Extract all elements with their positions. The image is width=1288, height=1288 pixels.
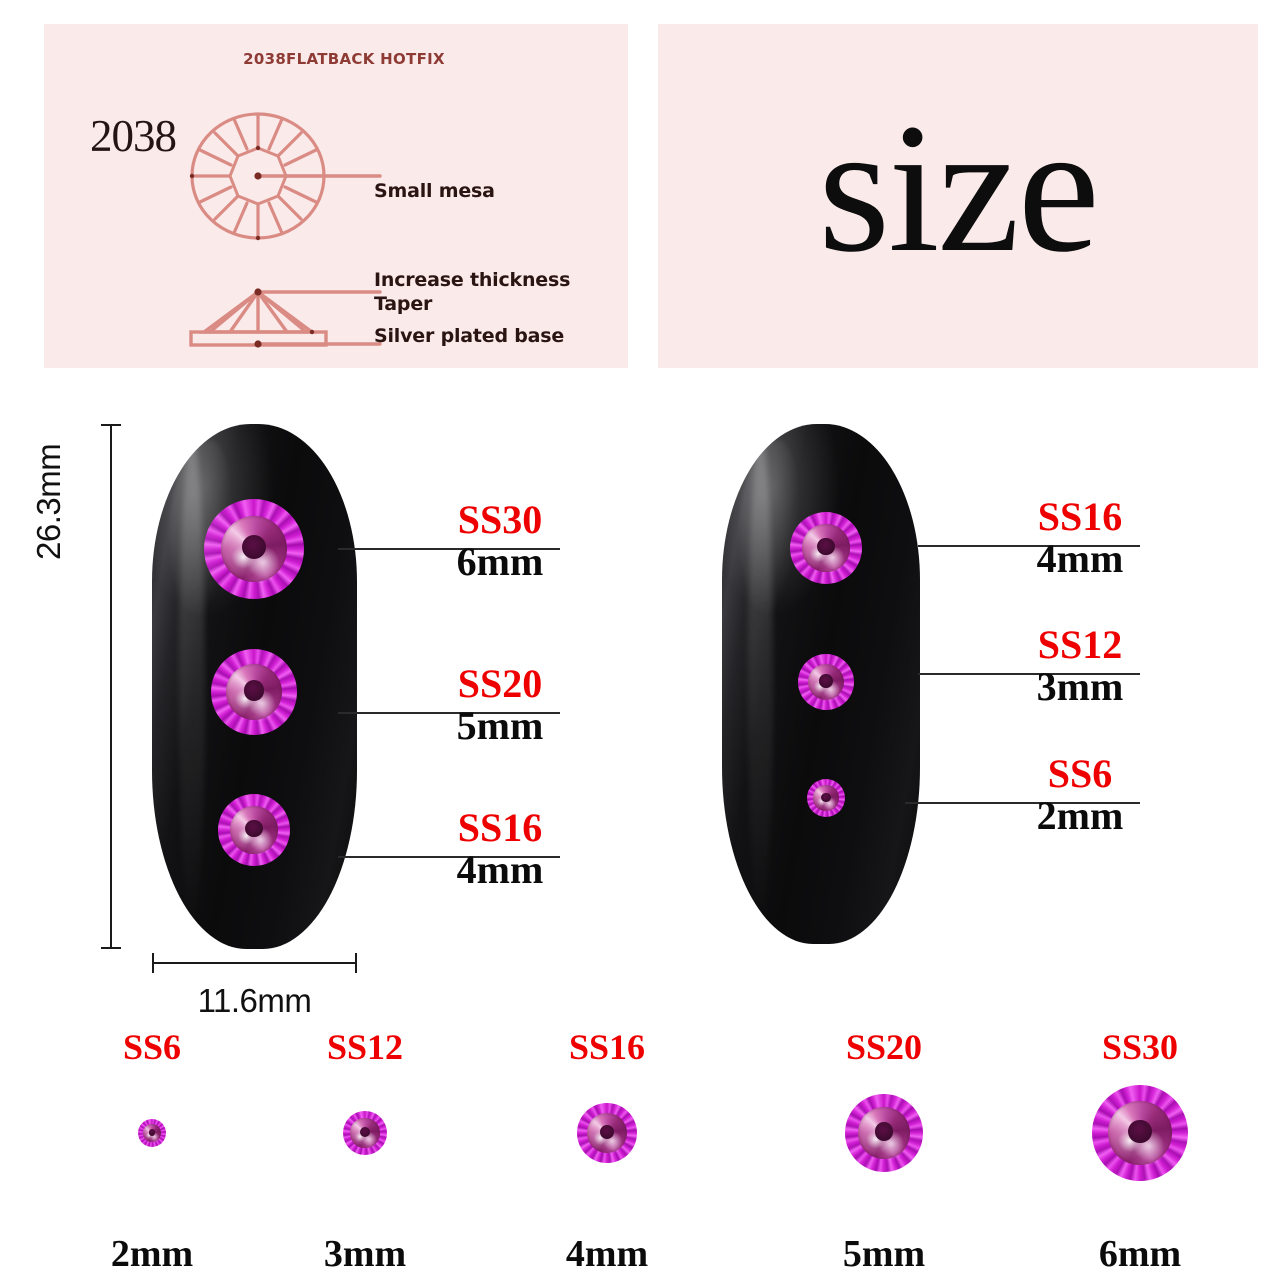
size-heading-text: size bbox=[818, 85, 1100, 291]
callout-ss-label: SS6 bbox=[1047, 751, 1113, 796]
callout-leader-line bbox=[338, 712, 560, 714]
gem-core bbox=[359, 1126, 371, 1138]
gem-core bbox=[1128, 1119, 1152, 1143]
annotation-taper: Taper bbox=[374, 293, 433, 315]
gem-core bbox=[821, 792, 831, 802]
swatch-mm-label: 6mm bbox=[1098, 1233, 1182, 1275]
callout-leader-line bbox=[918, 673, 1140, 675]
gem-core bbox=[874, 1122, 894, 1141]
gem-on-nail-ss30 bbox=[204, 499, 304, 599]
swatch-mm-label: 5mm bbox=[842, 1233, 926, 1275]
callout-mm-label: 4mm bbox=[1036, 535, 1124, 581]
swatch-gem bbox=[343, 1111, 387, 1155]
callout-mm-label: 3mm bbox=[1036, 663, 1124, 709]
swatch-gem-wrap bbox=[517, 1078, 697, 1188]
swatch-ss-label: SS12 bbox=[326, 1027, 404, 1067]
gem-core bbox=[245, 819, 263, 838]
nail-swatch-right bbox=[722, 424, 920, 944]
swatch-gem-wrap bbox=[275, 1078, 455, 1188]
product-code-2038: 2038 bbox=[90, 111, 177, 161]
callout-ss-label: SS12 bbox=[1037, 622, 1123, 667]
height-dimension-cap-bottom bbox=[101, 947, 121, 949]
gem-core bbox=[817, 537, 835, 556]
callout-leader-line bbox=[338, 856, 560, 858]
flatback-diagram-panel: 2038FLATBACK HOTFIX 2038 bbox=[44, 24, 628, 368]
flatback-schematic bbox=[189, 112, 382, 348]
gem-on-nail-ss16 bbox=[218, 794, 290, 866]
callout-leader-line bbox=[918, 545, 1140, 547]
callout-ss-label: SS16 bbox=[457, 805, 543, 850]
swatch-mm-label: 3mm bbox=[323, 1233, 407, 1275]
size-swatch-ss16: SS16 4mm bbox=[517, 1026, 697, 1276]
callout-mm-label: 5mm bbox=[456, 702, 544, 748]
size-heading-panel: size bbox=[658, 24, 1258, 368]
swatch-gem-wrap bbox=[62, 1078, 242, 1188]
height-dimension-line bbox=[110, 424, 112, 949]
nail-height-label: 26.3mm bbox=[30, 443, 67, 560]
callout-ss-label: SS16 bbox=[1037, 494, 1123, 539]
swatch-gem bbox=[577, 1103, 637, 1163]
height-dimension-cap-top bbox=[101, 424, 121, 426]
nail-width-label: 11.6mm bbox=[197, 982, 312, 1019]
callout-leader-line bbox=[905, 802, 1140, 804]
swatch-ss-label: SS16 bbox=[568, 1027, 646, 1067]
gem-core bbox=[243, 679, 265, 701]
gem-on-nail-ss6 bbox=[807, 779, 845, 817]
swatch-mm-label: 2mm bbox=[110, 1233, 194, 1275]
callout-mm-label: 4mm bbox=[456, 846, 544, 892]
size-swatch-ss20: SS20 5mm bbox=[794, 1026, 974, 1276]
callout-ss-label: SS30 bbox=[457, 497, 543, 542]
gem-core bbox=[242, 535, 266, 559]
size-swatch-ss30: SS30 6mm bbox=[1050, 1026, 1230, 1276]
gem-on-nail-ss16 bbox=[790, 512, 862, 584]
swatch-gem bbox=[138, 1119, 166, 1147]
gem-core bbox=[599, 1124, 615, 1139]
gem-on-nail-ss12 bbox=[798, 654, 854, 710]
nail-swatch-left bbox=[152, 424, 357, 949]
swatch-ss-label: SS6 bbox=[122, 1027, 182, 1067]
size-swatch-ss12: SS12 3mm bbox=[275, 1026, 455, 1276]
swatch-gem-wrap bbox=[1050, 1078, 1230, 1188]
gem-on-nail-ss20 bbox=[211, 649, 297, 735]
annotation-small-mesa: Small mesa bbox=[374, 180, 495, 202]
width-dimension-cap-left bbox=[152, 953, 154, 973]
annotation-silver-plated-base: Silver plated base bbox=[374, 325, 565, 347]
callout-mm-label: 6mm bbox=[456, 538, 544, 584]
swatch-gem-wrap bbox=[794, 1078, 974, 1188]
swatch-mm-label: 4mm bbox=[565, 1233, 649, 1275]
width-dimension-cap-right bbox=[355, 953, 357, 973]
annotation-increase-thickness: Increase thickness bbox=[374, 269, 571, 291]
gem-core bbox=[148, 1129, 156, 1136]
swatch-ss-label: SS20 bbox=[845, 1027, 923, 1067]
gem-core bbox=[819, 674, 833, 688]
swatch-ss-label: SS30 bbox=[1101, 1027, 1179, 1067]
size-swatch-ss6: SS6 2mm bbox=[62, 1026, 242, 1276]
callout-leader-line bbox=[338, 548, 560, 550]
diagram-title: 2038FLATBACK HOTFIX bbox=[243, 50, 445, 68]
swatch-gem bbox=[845, 1094, 923, 1172]
callout-ss-label: SS20 bbox=[457, 661, 543, 706]
width-dimension-line bbox=[152, 962, 357, 964]
callout-mm-label: 2mm bbox=[1036, 792, 1124, 838]
swatch-gem bbox=[1092, 1085, 1188, 1181]
